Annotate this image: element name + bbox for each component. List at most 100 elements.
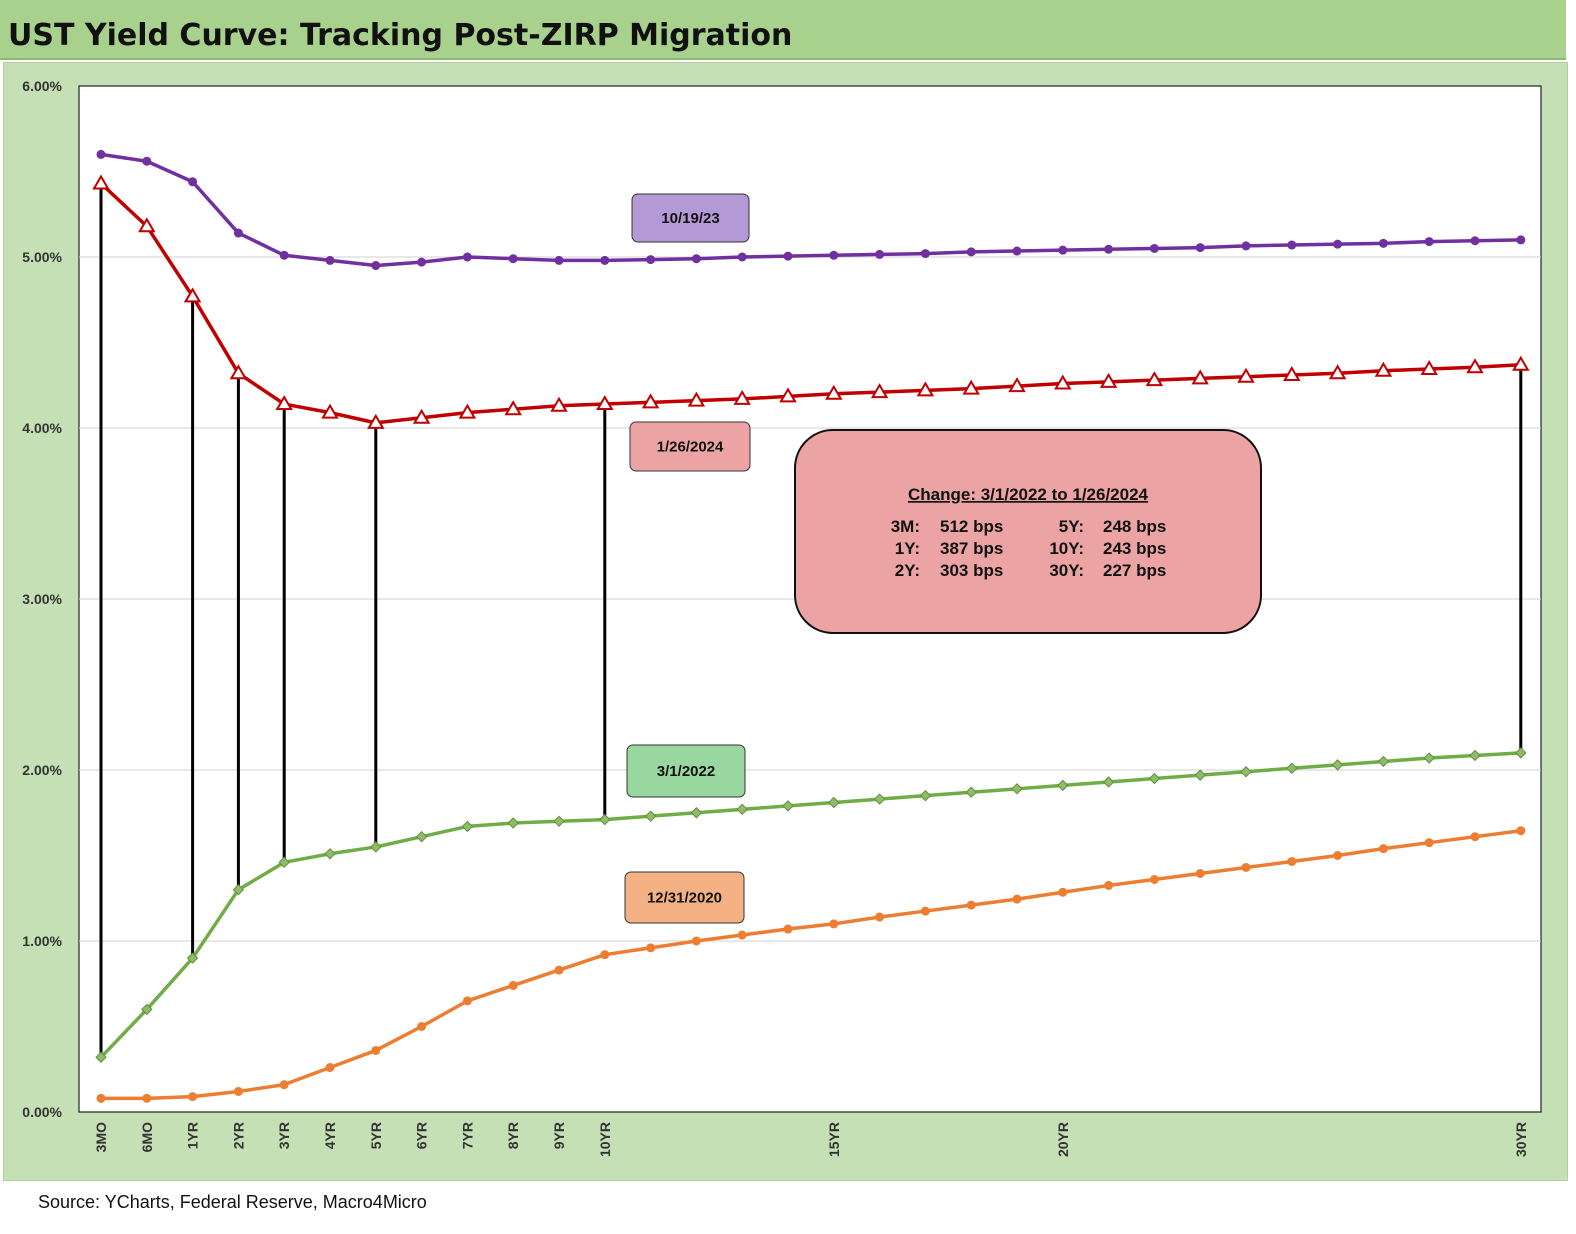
change-value: 248 bps <box>1103 517 1166 536</box>
data-point <box>737 252 747 262</box>
data-point <box>1058 245 1068 255</box>
data-point <box>371 1045 381 1055</box>
data-point <box>916 381 935 397</box>
data-point <box>1424 237 1434 247</box>
data-point <box>1241 862 1251 872</box>
data-point <box>600 255 610 265</box>
data-point <box>1149 243 1159 253</box>
data-point <box>1470 832 1480 842</box>
data-point <box>691 254 701 264</box>
x-tick-label: 15YR <box>826 1122 842 1157</box>
series-line <box>101 828 1522 1101</box>
data-point <box>687 391 706 407</box>
x-tick-label: 1YR <box>185 1122 201 1149</box>
change-label: 1Y: <box>895 539 920 558</box>
change-label: 30Y: <box>1049 561 1084 580</box>
data-point <box>229 364 248 380</box>
data-point <box>1012 246 1022 256</box>
data-point <box>1283 366 1301 381</box>
data-point <box>1099 372 1118 388</box>
data-point <box>504 400 522 416</box>
data-point <box>1516 826 1526 836</box>
x-tick-label: 30YR <box>1513 1122 1529 1157</box>
yield-curve-chart: 0.00% 1.00% 2.00% 3.00% 4.00% 5.00% 6.00% 3MO 6M… <box>22 78 1542 1157</box>
data-point <box>1241 241 1251 251</box>
data-point <box>733 389 751 405</box>
data-point <box>367 413 385 429</box>
data-point <box>1333 239 1343 249</box>
data-point <box>1470 236 1480 246</box>
data-point <box>691 936 701 946</box>
data-point <box>596 395 614 411</box>
change-label: 3M: <box>891 517 920 536</box>
change-value: 227 bps <box>1103 561 1166 580</box>
data-point <box>829 250 839 260</box>
series-label-box <box>624 871 745 924</box>
data-point <box>1286 762 1298 774</box>
x-tick-label: 2YR <box>230 1122 246 1149</box>
series-label-text: 1/26/2024 <box>657 439 724 456</box>
data-point <box>1237 367 1255 383</box>
data-point <box>870 383 889 399</box>
data-point <box>1420 360 1438 376</box>
data-point <box>508 254 518 264</box>
data-point <box>1149 874 1159 884</box>
data-point <box>325 255 335 265</box>
x-tick-label: 5YR <box>368 1122 384 1149</box>
data-point <box>141 1003 153 1016</box>
data-point <box>599 813 611 826</box>
x-tick-label: 9YR <box>551 1122 567 1149</box>
x-tick-label: 20YR <box>1055 1122 1071 1157</box>
data-point <box>553 815 565 828</box>
series-label-box <box>629 421 751 472</box>
data-point <box>1054 374 1072 390</box>
data-point <box>1333 851 1343 860</box>
x-tick-label: 10YR <box>597 1122 613 1157</box>
data-point <box>1145 371 1164 387</box>
data-point <box>1012 894 1022 904</box>
title-bar: UST Yield Curve: Tracking Post-ZIRP Migr… <box>0 0 1566 60</box>
change-label: 2Y: <box>895 561 920 580</box>
data-point <box>142 1093 152 1103</box>
data-point <box>1240 766 1252 778</box>
data-point <box>1287 856 1297 866</box>
x-tick-label: 6YR <box>414 1122 430 1149</box>
y-tick-label: 1.00% <box>22 933 62 949</box>
data-point <box>646 255 656 265</box>
data-point <box>507 817 519 829</box>
source-note: Source: YCharts, Federal Reserve, Macro4… <box>38 1192 427 1212</box>
data-point <box>920 249 930 259</box>
series-label-text: 3/1/2022 <box>657 763 715 780</box>
x-tick-label: 4YR <box>322 1122 338 1149</box>
series-label: 3/1/2022 <box>626 744 746 798</box>
data-point <box>825 384 843 400</box>
data-point <box>417 1022 427 1031</box>
data-point <box>278 856 290 869</box>
data-point <box>1466 358 1484 374</box>
data-point <box>417 257 427 267</box>
data-point <box>1516 235 1526 245</box>
data-point <box>1424 838 1434 848</box>
data-point <box>1287 240 1297 250</box>
change-value: 303 bps <box>940 561 1003 580</box>
data-point <box>782 800 794 812</box>
data-point <box>828 796 840 809</box>
data-point <box>370 841 382 853</box>
series-label-box <box>631 193 750 243</box>
data-point <box>233 228 243 238</box>
data-point <box>1378 238 1388 248</box>
data-point <box>554 255 564 265</box>
x-tick-label: 3MO <box>93 1122 109 1152</box>
data-point <box>458 403 477 419</box>
data-point <box>233 1086 243 1096</box>
change-label: 10Y: <box>1049 539 1084 558</box>
data-point <box>1374 361 1393 377</box>
data-point <box>920 906 930 916</box>
data-point <box>96 1093 106 1103</box>
data-point <box>783 924 793 934</box>
data-point <box>829 919 839 929</box>
data-point <box>462 996 472 1006</box>
data-point <box>1011 783 1023 795</box>
x-tick-label: 3YR <box>276 1122 292 1149</box>
data-point <box>186 952 199 964</box>
